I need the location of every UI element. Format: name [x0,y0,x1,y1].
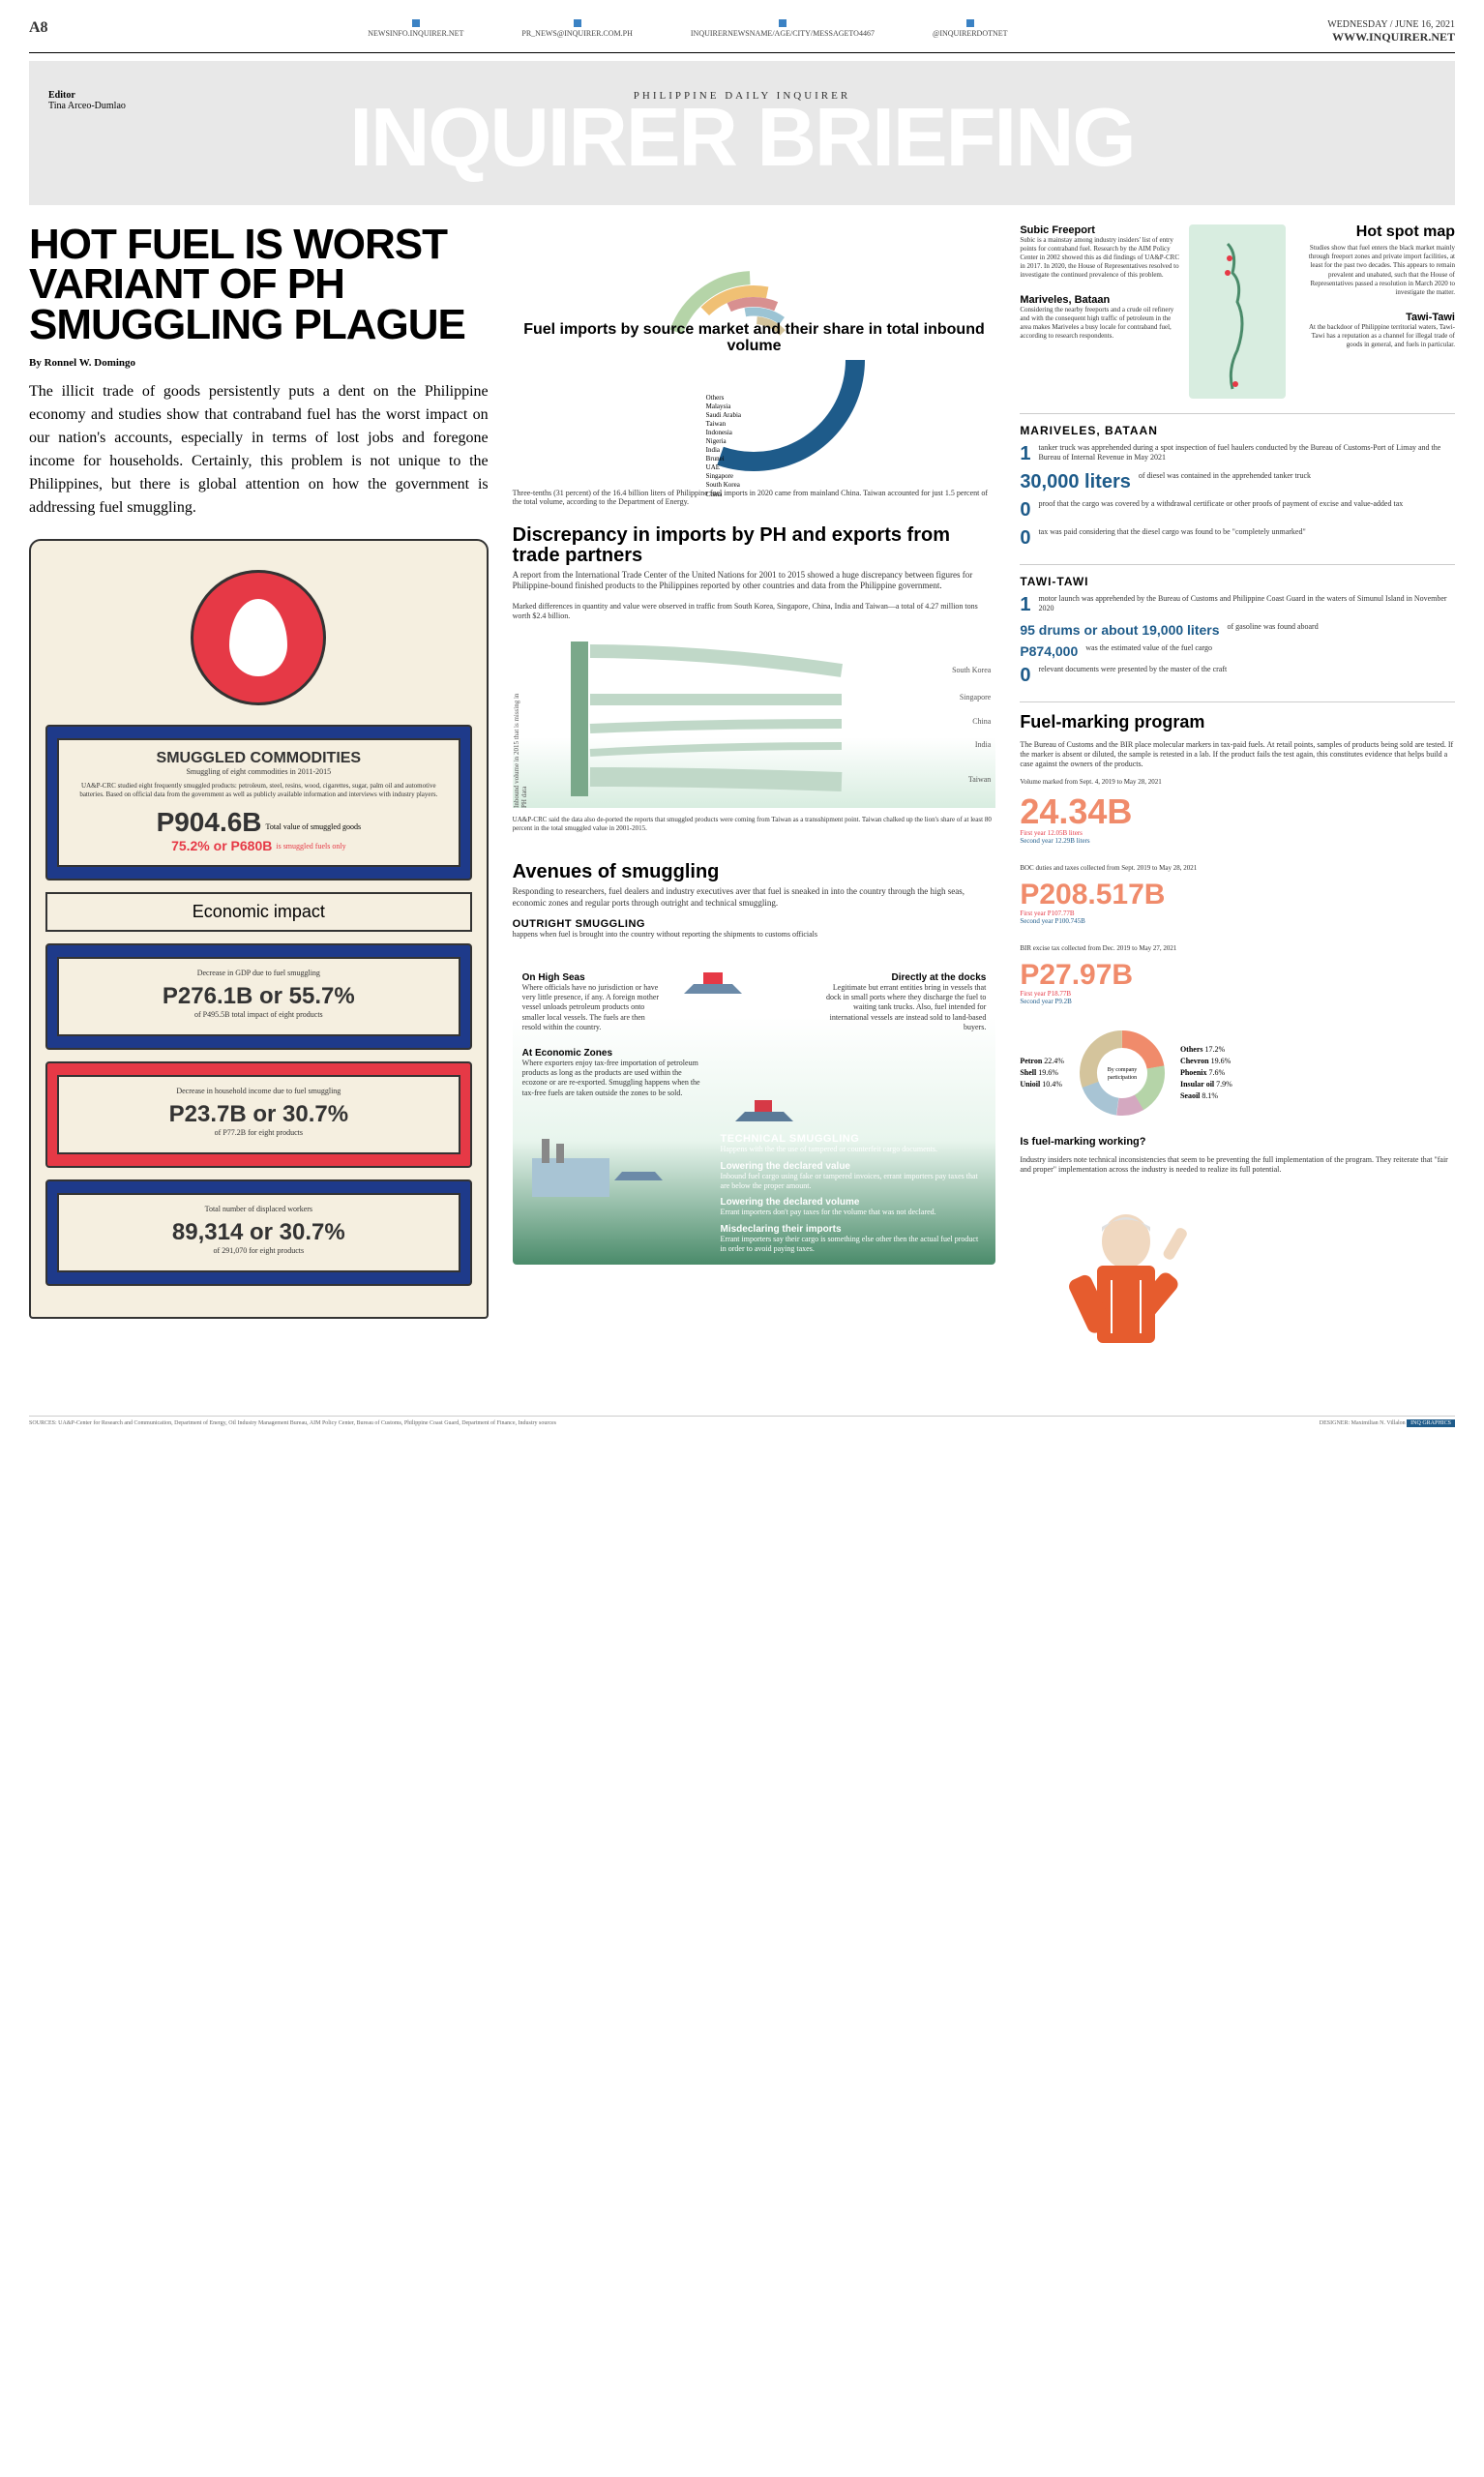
outright-title: OUTRIGHT SMUGGLING [513,918,996,930]
smuggled-text: UA&P-CRC studied eight frequently smuggl… [69,782,449,799]
hotspot-map-section: Subic Freeport Subic is a mainstay among… [1020,224,1455,399]
banner: Editor Tina Arceo-Dumlao PHILIPPINE DAIL… [29,61,1455,205]
company-donut: Petron 22.4% Shell 19.6% Unioil 10.4% By… [1020,1025,1455,1121]
donut-chart-section: Fuel imports by source market and their … [513,224,996,506]
page-number: A8 [29,19,48,37]
website: WWW.INQUIRER.NET [1327,30,1455,45]
smuggled-title: SMUGGLED COMMODITIES [69,750,449,767]
workers-sub: of 291,070 for eight products [69,1246,449,1255]
column-2: Fuel imports by source market and their … [513,224,996,1396]
gdp-sub: of P495.5B total impact of eight product… [69,1010,449,1019]
fuelmark-section: Fuel-marking program The Bureau of Custo… [1020,701,1455,1382]
gdp-label: Decrease in GDP due to fuel smuggling [69,969,449,977]
donut-title: Fuel imports by source market and their … [513,321,996,355]
fuel-pump-infographic: SMUGGLED COMMODITIES Smuggling of eight … [29,539,489,1319]
workers-value: 89,314 or 30.7% [69,1219,449,1246]
banner-title: INQUIRER BRIEFING [48,102,1436,176]
svg-text:participation: participation [1108,1075,1137,1081]
income-sub: of P77.2B for eight products [69,1128,449,1137]
discrepancy-sub: A report from the International Trade Ce… [513,570,996,592]
date: WEDNESDAY / JUNE 16, 2021 [1327,19,1455,30]
fuel-share-label: is smuggled fuels only [276,843,345,851]
avenues-title: Avenues of smuggling [513,862,996,882]
smuggling-scene: On High Seas Where officials have no jur… [513,955,996,1265]
lede: The illicit trade of goods persistently … [29,380,489,520]
social-icon [966,19,974,27]
mariveles-case: MARIVELES, BATAAN 1tanker truck was appr… [1020,413,1455,550]
headline: HOT FUEL IS WORST VARIANT OF PH SMUGGLIN… [29,224,489,345]
social-icon [412,19,420,27]
tawitawi-case: TAWI-TAWI 1motor launch was apprehended … [1020,564,1455,687]
sources-footer: SOURCES: UA&P-Center for Research and Co… [29,1416,1455,1426]
donut-caption: Three-tenths (31 percent) of the 16.4 bi… [513,489,996,506]
sources-text: SOURCES: UA&P-Center for Research and Co… [29,1420,556,1426]
smuggled-sub: Smuggling of eight commodities in 2011-2… [69,767,449,776]
avenues-sub: Responding to researchers, fuel dealers … [513,886,996,909]
income-value: P23.7B or 30.7% [69,1101,449,1128]
fuel-drop-icon [229,599,287,676]
ship-icon [674,965,752,1003]
column-1: HOT FUEL IS WORST VARIANT OF PH SMUGGLIN… [29,224,489,1396]
total-label: Total value of smuggled goods [266,823,362,832]
philippines-map [1189,224,1286,399]
gdp-value: P276.1B or 55.7% [69,983,449,1010]
income-label: Decrease in household income due to fuel… [69,1087,449,1095]
company-pie-icon: By company participation [1074,1025,1171,1121]
ship-icon [730,1094,798,1128]
factory-icon [522,1129,619,1207]
total-value: P904.6B [157,807,262,837]
discrepancy-section: Discrepancy in imports by PH and exports… [513,525,996,843]
masthead: A8 NEWSINFO.INQUIRER.NET PR_NEWS@INQUIRE… [29,19,1455,53]
editor-label: Editor [48,90,126,101]
chart-note: Marked differences in quantity and value… [513,602,996,622]
discrepancy-title: Discrepancy in imports by PH and exports… [513,525,996,566]
graphics-badge: INQ GRAPHICS [1407,1419,1455,1427]
sankey-chart: South Korea Singapore China India Taiwan… [513,632,996,808]
fuel-share: 75.2% or P680B [171,838,272,853]
worker-illustration [1020,1183,1213,1377]
social-icon [574,19,581,27]
outright-text: happens when fuel is brought into the co… [513,930,996,940]
byline: By Ronnel W. Domingo [29,357,489,369]
svg-text:By company: By company [1108,1067,1138,1073]
workers-label: Total number of displaced workers [69,1205,449,1213]
econ-title: Economic impact [47,894,470,930]
masthead-links: NEWSINFO.INQUIRER.NET PR_NEWS@INQUIRER.C… [368,19,1007,38]
pump-logo-circle [191,570,326,705]
column-3: Subic Freeport Subic is a mainstay among… [1020,224,1455,1396]
donut-legend: Others Malaysia Saudi Arabia Taiwan Indo… [706,394,741,499]
social-icon [779,19,787,27]
editor-name: Tina Arceo-Dumlao [48,101,126,111]
sankey-side-text: UA&P-CRC said the data also de-ported th… [513,816,996,833]
designer-credit: DESIGNER: Maximilian N. Villalon [1320,1420,1406,1426]
avenues-section: Avenues of smuggling Responding to resea… [513,862,996,1265]
